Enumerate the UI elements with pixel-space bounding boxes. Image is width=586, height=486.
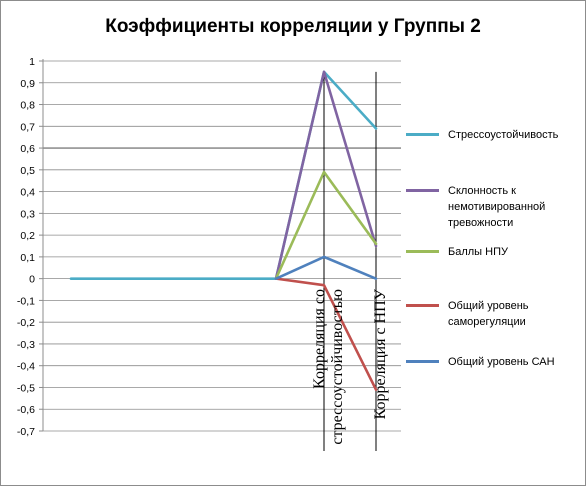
legend-entry: Общий уровень САН	[406, 354, 578, 370]
legend-entry: Общий уровень саморегуляции	[406, 298, 578, 330]
series-line	[274, 255, 378, 280]
y-tick-label: -0,3	[17, 339, 35, 351]
legend-entry: Стрессоустойчивость	[406, 127, 578, 143]
series-line	[274, 70, 378, 280]
y-tick-label: 0,5	[20, 165, 35, 177]
legend-swatch	[406, 250, 439, 253]
series-line	[69, 70, 378, 280]
x-tick-label-line: Корреляция со	[311, 289, 328, 389]
legend-swatch	[406, 304, 439, 307]
y-tick-label: -0,1	[17, 295, 35, 307]
x-tick-label-line: Корреляция с НПУ	[372, 288, 389, 419]
legend-entry: Баллы НПУ	[406, 244, 578, 260]
gridlines	[43, 60, 401, 432]
series-lines	[69, 70, 378, 391]
legend-label: Общий уровень саморегуляции	[448, 300, 529, 328]
tick-labels: 1 0,9 0,8 0,7 0,6 0,5 0,4 0,3 0,2 0,1 0 -0,1 -0,2 -0,…	[17, 56, 389, 445]
y-tick-label: -0,6	[17, 404, 35, 416]
y-tick-label: 0	[29, 274, 35, 286]
legend: Стрессоустойчивость Склонность к немотиви…	[406, 1, 585, 481]
y-tick-label: -0,7	[17, 426, 35, 438]
y-tick-label: 0,8	[20, 100, 35, 112]
series-line	[274, 170, 378, 280]
x-tick-label: Корреляция со стрессоустойчивостью	[311, 289, 346, 445]
y-tick-label: 0,4	[20, 187, 35, 199]
y-tick-label: 0,9	[20, 78, 35, 90]
y-tick-label: 1	[29, 56, 35, 68]
series-line	[274, 277, 378, 391]
y-tick-label: 0,1	[20, 252, 35, 264]
legend-swatch	[406, 189, 439, 192]
x-tick-label-line: стрессоустойчивостью	[329, 289, 346, 445]
y-tick-label: 0,3	[20, 208, 35, 220]
legend-label: Стрессоустойчивость	[448, 129, 559, 141]
legend-label: Баллы НПУ	[448, 246, 508, 258]
y-tick-label: -0,4	[17, 361, 35, 373]
legend-swatch	[406, 360, 439, 363]
y-tick-label: -0,5	[17, 382, 35, 394]
y-tick-label: 0,6	[20, 143, 35, 155]
legend-entry: Склонность к немотивированной тревожност…	[406, 183, 578, 231]
y-tick-label: -0,2	[17, 317, 35, 329]
x-tick-label: Корреляция с НПУ	[372, 288, 389, 419]
legend-swatch	[406, 133, 439, 136]
y-tick-label: 0,2	[20, 230, 35, 242]
legend-label: Общий уровень САН	[448, 356, 555, 368]
legend-label: Склонность к немотивированной тревожност…	[448, 185, 546, 229]
chart-title: Коэффициенты корреляции у Группы 2	[105, 16, 481, 37]
axes	[39, 59, 377, 451]
y-tick-label: 0,7	[20, 121, 35, 133]
